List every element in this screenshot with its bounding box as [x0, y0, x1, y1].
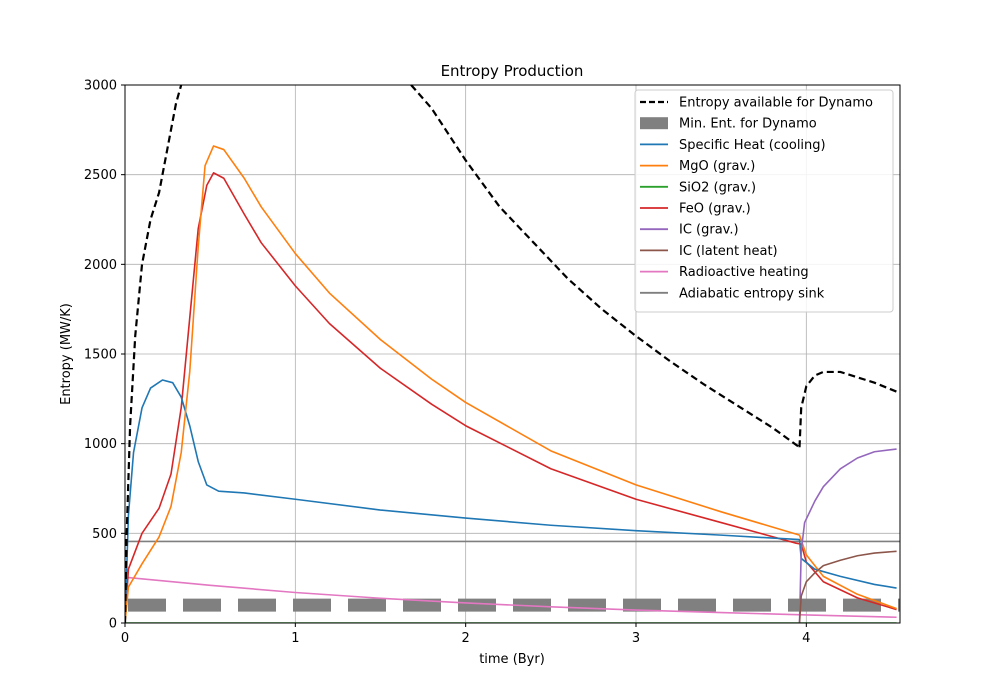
legend-label: SiO2 (grav.) — [679, 180, 756, 195]
legend-item-feo-grav: FeO (grav.) — [640, 202, 751, 217]
legend-label: Specific Heat (cooling) — [679, 138, 826, 153]
legend: Entropy available for Dynamo Min. Ent. fo… — [634, 89, 894, 313]
x-tick-label: 0 — [121, 631, 129, 646]
x-tick-label: 1 — [291, 631, 299, 646]
legend-box — [634, 89, 894, 313]
legend-label: Adiabatic entropy sink — [679, 286, 825, 301]
legend-label: FeO (grav.) — [679, 202, 751, 217]
legend-item-radioactive-heating: Radioactive heating — [640, 265, 809, 280]
y-tick-label: 2500 — [84, 168, 117, 183]
series-line-ic-grav — [798, 448, 897, 623]
legend-item-min-ent-for-dynamo: Min. Ent. for Dynamo — [640, 117, 817, 132]
series-line-ic-latent-heat — [798, 550, 897, 623]
x-axis-label: time (Byr) — [479, 652, 545, 667]
y-axis-label: Entropy (MW/K) — [59, 303, 74, 405]
legend-swatch — [640, 117, 668, 130]
y-tick-label: 500 — [92, 527, 117, 542]
y-tick-label: 1000 — [84, 437, 117, 452]
x-tick-label: 3 — [632, 631, 640, 646]
y-tick-label: 2000 — [84, 258, 117, 273]
y-axis-ticks: 0 500 1000 1500 2000 2500 3000 — [84, 79, 125, 632]
legend-label: Radioactive heating — [679, 265, 809, 280]
legend-item-ic-grav: IC (grav.) — [640, 223, 739, 238]
legend-item-mgo-grav: MgO (grav.) — [640, 159, 755, 174]
series-line-entropy-available-for-dynamo — [125, 84, 183, 623]
chart-title: Entropy Production — [441, 62, 584, 80]
x-tick-label: 2 — [462, 631, 470, 646]
series-ic-latent-heat — [798, 550, 897, 623]
legend-item-sio2-grav: SiO2 (grav.) — [640, 180, 756, 195]
series-layer — [125, 84, 900, 623]
legend-item-specific-heat-cooling: Specific Heat (cooling) — [640, 138, 826, 153]
legend-label: MgO (grav.) — [679, 159, 755, 174]
series-line-entropy-available-for-dynamo — [798, 370, 898, 448]
series-radioactive-heating — [125, 576, 897, 619]
legend-label: IC (grav.) — [679, 223, 739, 238]
x-axis-ticks: 0 1 2 3 4 — [121, 623, 810, 646]
series-ic-grav — [798, 448, 897, 623]
legend-label: IC (latent heat) — [679, 244, 778, 259]
legend-item-ic-latent-heat: IC (latent heat) — [640, 244, 778, 259]
legend-label: Min. Ent. for Dynamo — [679, 117, 817, 132]
series-line-entropy-available-for-dynamo — [410, 84, 801, 449]
legend-item-entropy-available-for-dynamo: Entropy available for Dynamo — [640, 96, 873, 111]
y-tick-label: 0 — [109, 617, 117, 632]
series-mgo-grav — [125, 145, 897, 623]
y-tick-label: 1500 — [84, 348, 117, 363]
y-tick-label: 3000 — [84, 79, 117, 94]
legend-label: Entropy available for Dynamo — [679, 96, 873, 111]
series-line-radioactive-heating — [125, 576, 897, 619]
series-line-mgo-grav — [125, 145, 897, 623]
x-tick-label: 4 — [802, 631, 810, 646]
legend-item-adiabatic-entropy-sink: Adiabatic entropy sink — [640, 286, 825, 301]
series-entropy-available-for-dynamo — [125, 84, 898, 623]
